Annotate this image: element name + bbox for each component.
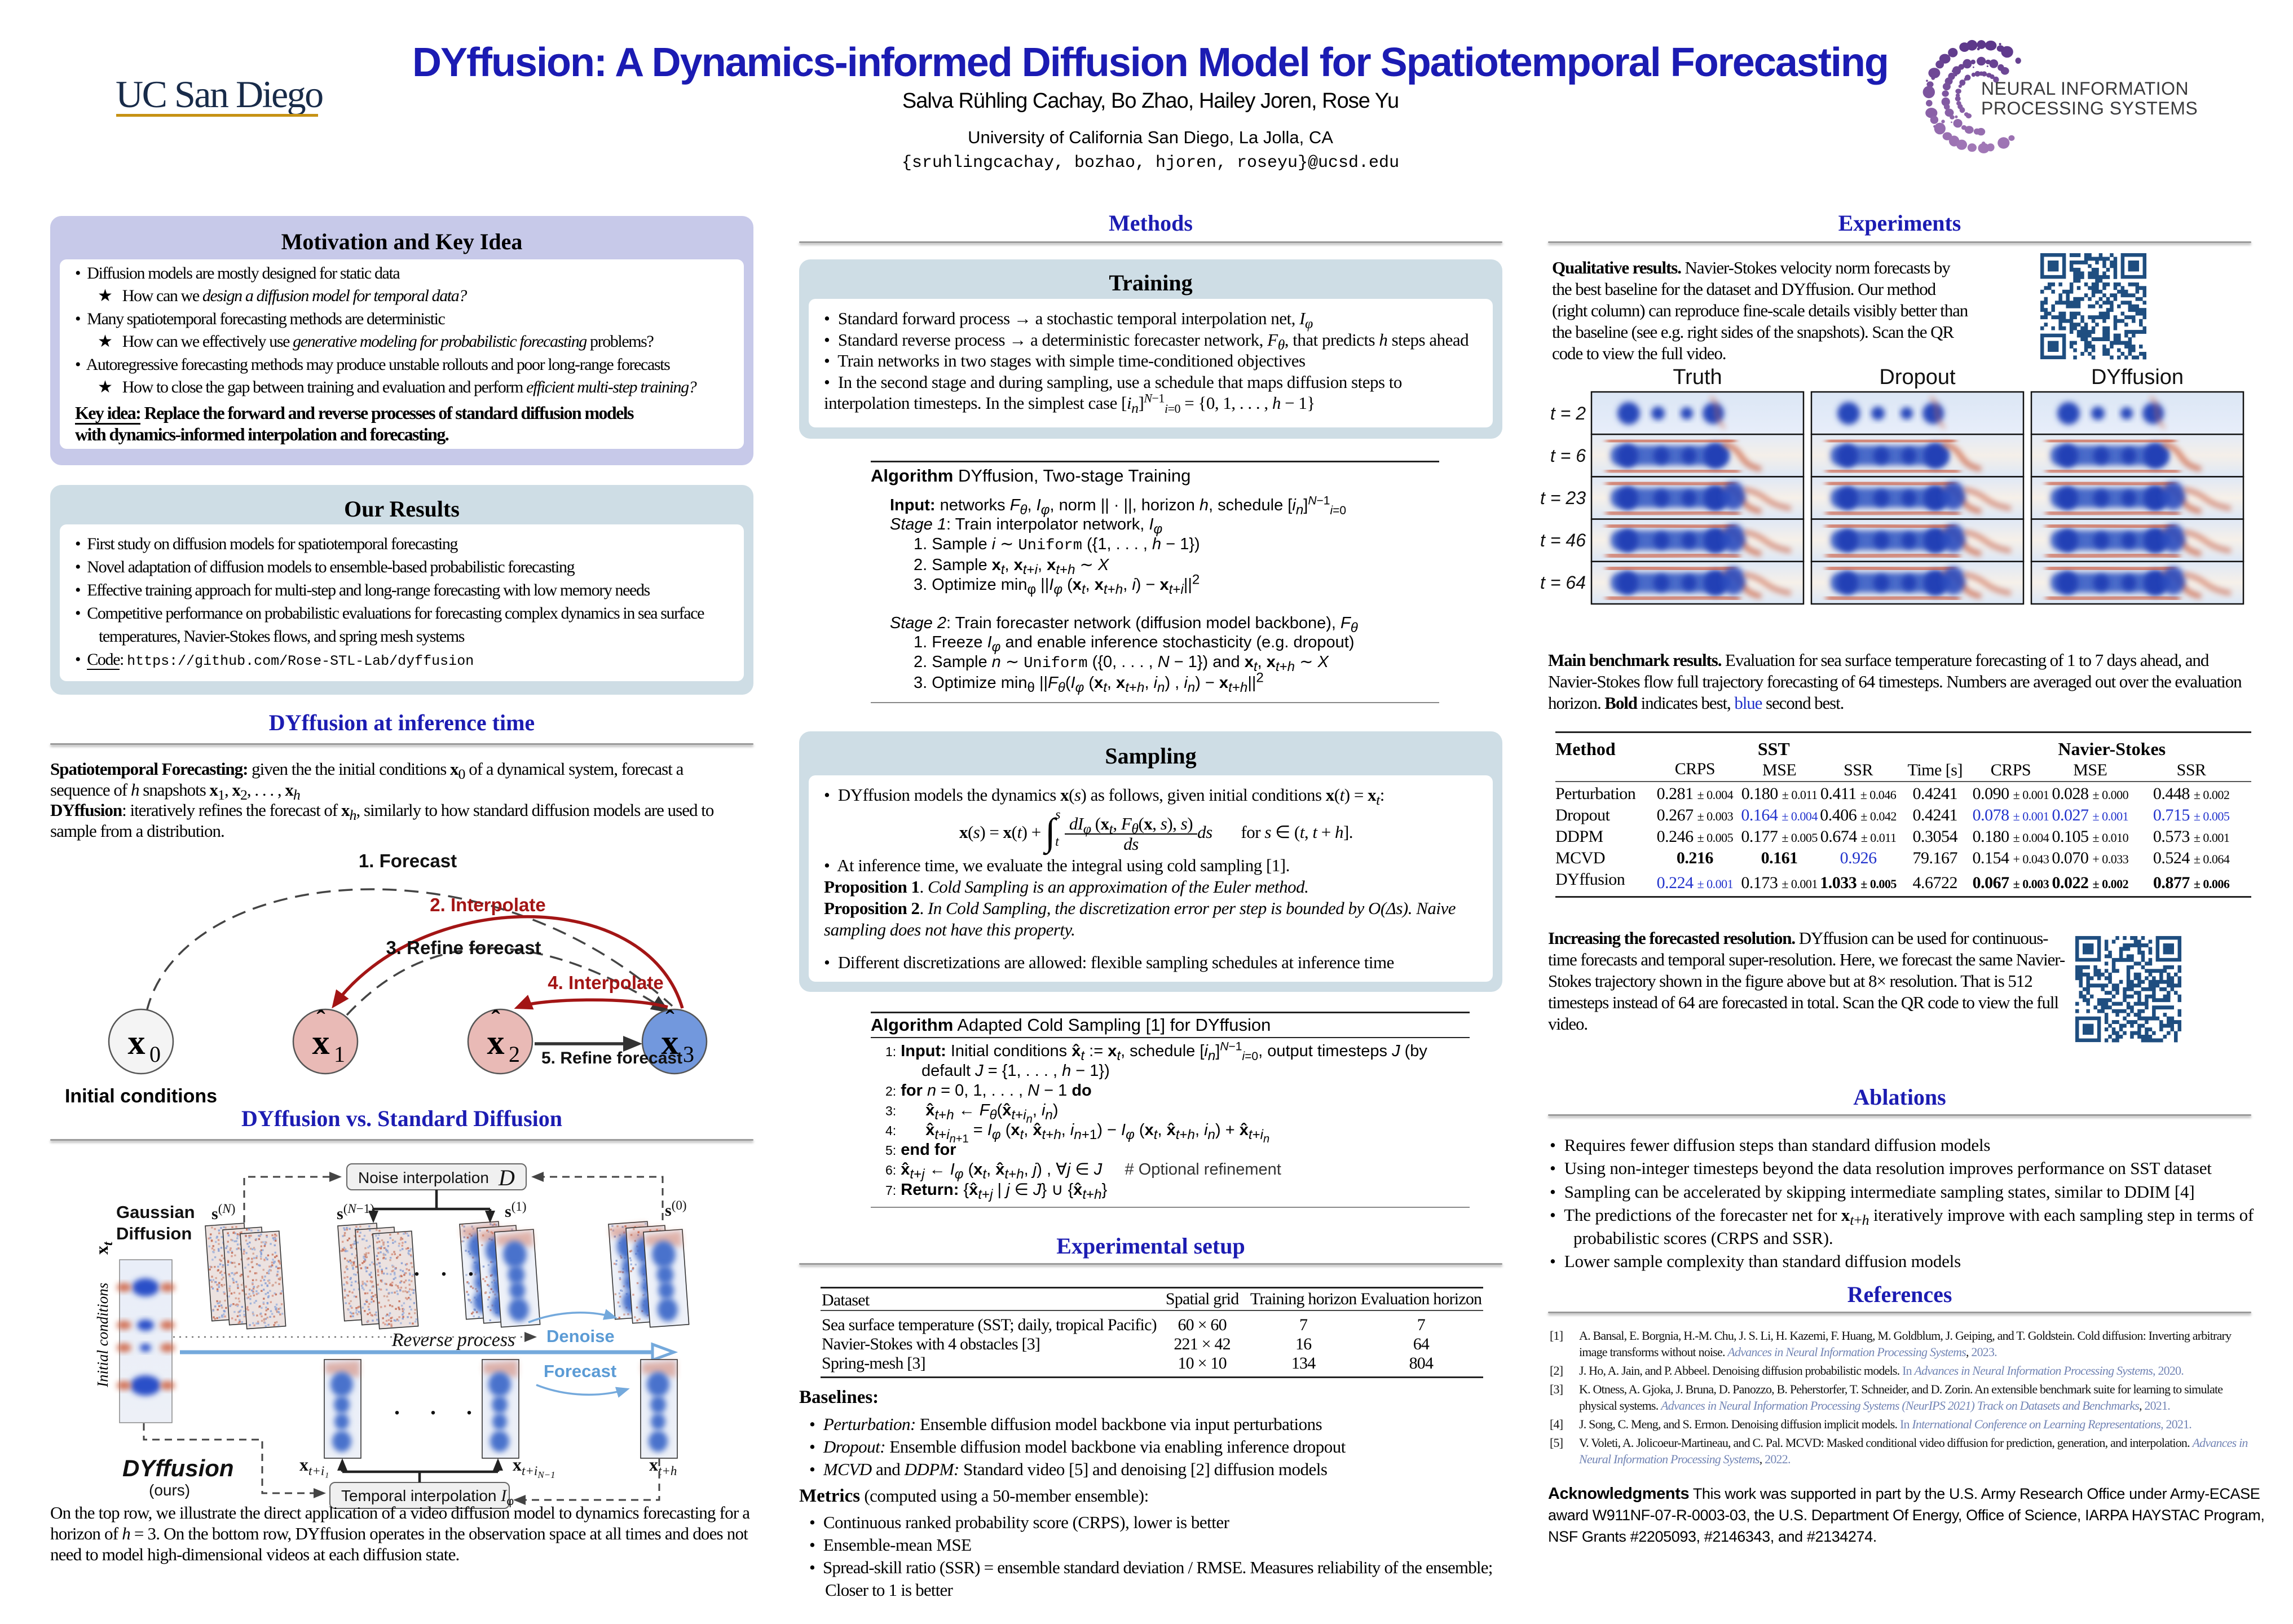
svg-text:x: x: [662, 1023, 679, 1062]
svg-text:Gaussian: Gaussian: [116, 1202, 195, 1222]
svg-text:NEURAL INFORMATION: NEURAL INFORMATION: [1981, 78, 2189, 99]
svg-text:3. Refine forecast: 3. Refine forecast: [386, 937, 541, 958]
svg-text:4. Interpolate: 4. Interpolate: [548, 972, 663, 993]
svg-text:x: x: [128, 1023, 145, 1062]
svg-text:s(1): s(1): [505, 1199, 527, 1221]
svg-text:2. Interpolate: 2. Interpolate: [430, 894, 545, 915]
svg-text:Dropout: Dropout: [1879, 365, 1956, 389]
svg-text:2: 2: [509, 1042, 520, 1067]
svg-text:(ours): (ours): [149, 1481, 190, 1499]
svg-text:DYffusion: DYffusion: [2091, 365, 2184, 389]
svg-text:xt: xt: [91, 1241, 116, 1255]
svg-text:PROCESSING SYSTEMS: PROCESSING SYSTEMS: [1981, 98, 2198, 118]
svg-text:t = 46: t = 46: [1540, 530, 1586, 550]
svg-text:5. Refine forecast: 5. Refine forecast: [541, 1049, 682, 1067]
svg-text:Noise interpolation: Noise interpolation: [358, 1169, 489, 1186]
svg-text:t = 23: t = 23: [1540, 488, 1586, 508]
svg-text:ˆ: ˆ: [491, 1005, 500, 1034]
svg-text:Denoise: Denoise: [546, 1326, 615, 1346]
svg-text:0: 0: [149, 1042, 161, 1067]
svg-text:ˆ: ˆ: [665, 1005, 674, 1034]
svg-text:. . .: . . .: [414, 1255, 482, 1281]
svg-text:1: 1: [334, 1042, 345, 1067]
svg-text:3: 3: [683, 1042, 694, 1067]
svg-text:Forecast: Forecast: [544, 1361, 616, 1381]
svg-text:s(0): s(0): [665, 1198, 687, 1220]
svg-text:xt+iN−1: xt+iN−1: [513, 1454, 555, 1480]
svg-text:xt+h: xt+h: [649, 1454, 677, 1478]
svg-text:s(N): s(N): [211, 1202, 235, 1223]
svg-text:t = 6: t = 6: [1550, 445, 1586, 466]
svg-text:t = 64: t = 64: [1540, 572, 1586, 593]
svg-text:Truth: Truth: [1673, 365, 1722, 389]
svg-text:Diffusion: Diffusion: [116, 1224, 192, 1243]
svg-text:. . .: . . .: [394, 1394, 484, 1419]
svg-text:s(N−1): s(N−1): [337, 1202, 374, 1223]
svg-text:Temporal interpolation Iφ: Temporal interpolation Iφ: [341, 1486, 514, 1508]
svg-text:1. Forecast: 1. Forecast: [359, 850, 457, 871]
svg-text:D: D: [498, 1165, 515, 1190]
svg-text:x: x: [487, 1023, 505, 1062]
svg-text:x: x: [312, 1023, 330, 1062]
svg-text:DYffusion: DYffusion: [122, 1455, 234, 1481]
svg-text:Initial conditions: Initial conditions: [65, 1085, 217, 1107]
svg-text:Reverse process: Reverse process: [391, 1330, 515, 1351]
svg-text:ˆ: ˆ: [316, 1005, 325, 1034]
svg-text:Initial conditions: Initial conditions: [94, 1283, 111, 1388]
svg-text:t = 2: t = 2: [1550, 403, 1586, 423]
